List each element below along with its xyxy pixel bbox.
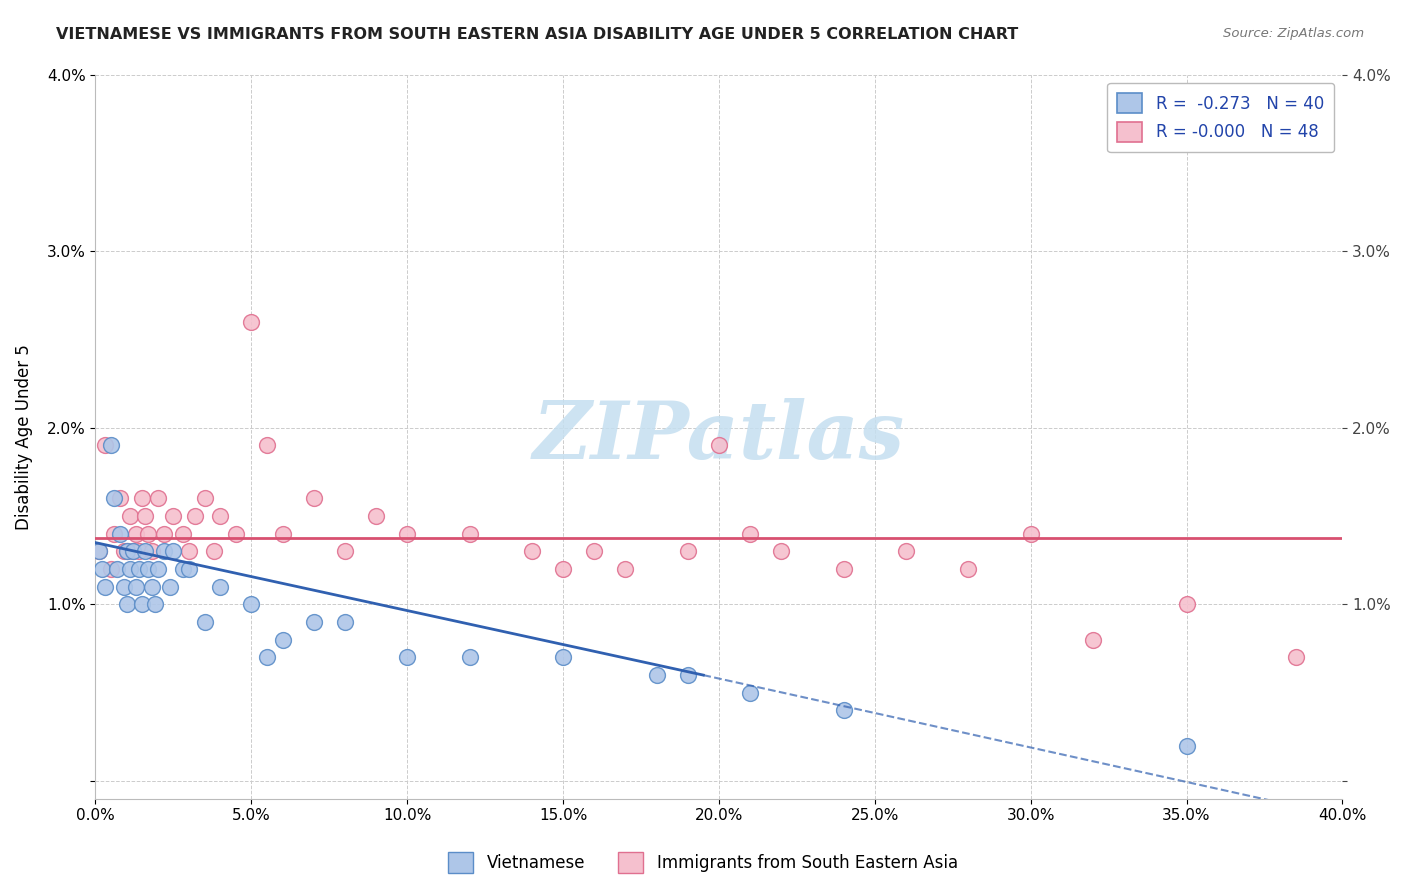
Point [105, 562, 128, 576]
Point [551, 562, 574, 576]
Point [87, 544, 110, 558]
Point [118, 509, 141, 524]
Point [240, 315, 263, 329]
Point [1175, 598, 1198, 612]
Point [141, 580, 163, 594]
Point [333, 615, 356, 629]
Point [194, 615, 217, 629]
Point [100, 438, 122, 452]
Point [614, 562, 637, 576]
Point [240, 598, 263, 612]
Point [1175, 739, 1198, 753]
Point [159, 580, 181, 594]
Point [302, 491, 325, 506]
Point [110, 526, 132, 541]
Point [271, 632, 294, 647]
Point [271, 526, 294, 541]
Point [172, 562, 194, 576]
Point [1019, 526, 1042, 541]
Legend: R =  -0.273   N = 40, R = -0.000   N = 48: R = -0.273 N = 40, R = -0.000 N = 48 [1108, 83, 1334, 152]
Point [396, 526, 419, 541]
Point [770, 544, 793, 558]
Point [125, 580, 148, 594]
Point [112, 580, 135, 594]
Point [194, 491, 217, 506]
Point [153, 526, 176, 541]
Point [707, 438, 730, 452]
Point [209, 509, 232, 524]
Y-axis label: Disability Age Under 5: Disability Age Under 5 [15, 343, 32, 530]
Point [256, 650, 278, 665]
Point [1081, 632, 1104, 647]
Point [740, 686, 762, 700]
Point [138, 526, 160, 541]
Point [1285, 650, 1308, 665]
Point [396, 650, 419, 665]
Point [103, 491, 125, 506]
Point [131, 491, 153, 506]
Point [302, 615, 325, 629]
Point [184, 509, 207, 524]
Point [583, 544, 606, 558]
Text: Source: ZipAtlas.com: Source: ZipAtlas.com [1223, 27, 1364, 40]
Point [131, 598, 153, 612]
Point [90, 562, 112, 576]
Point [202, 544, 225, 558]
Point [138, 562, 160, 576]
Point [177, 544, 200, 558]
Point [225, 526, 247, 541]
Point [134, 509, 156, 524]
Legend: Vietnamese, Immigrants from South Eastern Asia: Vietnamese, Immigrants from South Easter… [441, 846, 965, 880]
Point [103, 526, 125, 541]
Point [676, 544, 699, 558]
Point [832, 703, 855, 717]
Point [143, 598, 166, 612]
Point [333, 544, 356, 558]
Point [146, 562, 169, 576]
Point [364, 509, 387, 524]
Point [115, 598, 138, 612]
Point [740, 526, 762, 541]
Point [162, 544, 184, 558]
Point [87, 544, 110, 558]
Point [112, 544, 135, 558]
Point [125, 526, 148, 541]
Point [458, 526, 481, 541]
Text: ZIPatlas: ZIPatlas [533, 398, 905, 475]
Point [551, 650, 574, 665]
Point [172, 526, 194, 541]
Point [110, 491, 132, 506]
Point [162, 509, 184, 524]
Point [94, 438, 117, 452]
Point [256, 438, 278, 452]
Point [832, 562, 855, 576]
Point [520, 544, 543, 558]
Point [177, 562, 200, 576]
Point [128, 562, 150, 576]
Text: VIETNAMESE VS IMMIGRANTS FROM SOUTH EASTERN ASIA DISABILITY AGE UNDER 5 CORRELAT: VIETNAMESE VS IMMIGRANTS FROM SOUTH EAST… [56, 27, 1018, 42]
Point [141, 544, 163, 558]
Point [118, 562, 141, 576]
Point [153, 544, 176, 558]
Point [894, 544, 917, 558]
Point [94, 580, 117, 594]
Point [122, 544, 145, 558]
Point [128, 544, 150, 558]
Point [146, 491, 169, 506]
Point [209, 580, 232, 594]
Point [134, 544, 156, 558]
Point [645, 668, 668, 682]
Point [100, 562, 122, 576]
Point [122, 544, 145, 558]
Point [115, 544, 138, 558]
Point [957, 562, 980, 576]
Point [458, 650, 481, 665]
Point [676, 668, 699, 682]
Point [115, 544, 138, 558]
